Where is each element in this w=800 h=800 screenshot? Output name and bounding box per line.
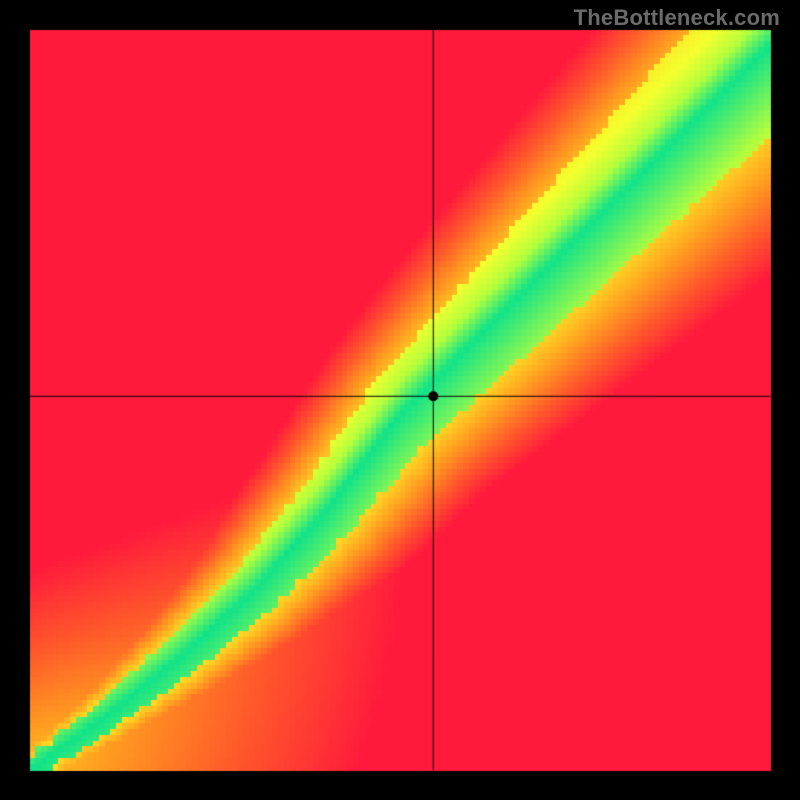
chart-root: TheBottleneck.com: [0, 0, 800, 800]
watermark: TheBottleneck.com: [574, 5, 780, 31]
heatmap-canvas: [0, 0, 800, 800]
